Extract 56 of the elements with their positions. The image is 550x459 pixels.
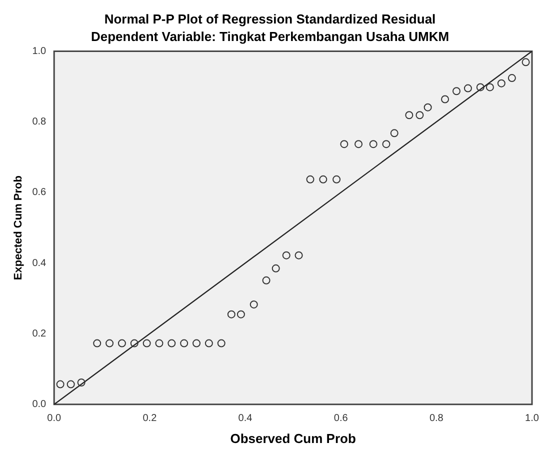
point xyxy=(294,251,303,260)
point xyxy=(319,175,328,184)
y-tick-label: 0.6 xyxy=(32,187,47,198)
point xyxy=(441,95,450,104)
y-tick-label: 1.0 xyxy=(32,46,47,57)
point xyxy=(250,300,258,308)
point xyxy=(204,339,213,348)
y-tick-label: 0.2 xyxy=(32,328,47,340)
point xyxy=(405,111,414,120)
point xyxy=(118,339,126,348)
point xyxy=(93,339,102,348)
point xyxy=(306,175,314,184)
point xyxy=(142,339,151,348)
y-tick-label: 0.0 xyxy=(32,399,47,410)
point xyxy=(56,380,64,388)
point xyxy=(416,111,424,120)
point xyxy=(180,339,188,348)
chart-subtitle: Dependent Variable: Tingkat Perkembangan Usaha UMKM xyxy=(90,28,450,44)
point xyxy=(155,339,164,348)
point xyxy=(464,84,472,92)
point xyxy=(66,380,75,388)
point xyxy=(486,83,494,92)
point xyxy=(340,140,348,148)
x-tick-label: 1.0 xyxy=(525,413,540,424)
point xyxy=(369,140,378,148)
x-tick-label: 0.6 xyxy=(334,413,348,424)
point xyxy=(282,251,290,260)
chart-title: Normal P-P Plot of Regression Standardized Residual xyxy=(104,11,436,26)
point xyxy=(236,310,245,318)
x-tick-label: 0.4 xyxy=(238,413,253,424)
x-tick-label: 0.2 xyxy=(142,413,158,424)
point xyxy=(522,58,530,66)
point xyxy=(508,74,516,82)
point xyxy=(476,83,484,92)
x-tick-label: 0.0 xyxy=(47,413,62,424)
point xyxy=(390,129,398,138)
point xyxy=(332,175,341,184)
point xyxy=(452,87,460,96)
x-tick-label: 0.8 xyxy=(429,413,444,424)
y-tick-label: 0.4 xyxy=(32,258,47,269)
point xyxy=(497,79,506,88)
point xyxy=(130,339,138,348)
point xyxy=(192,339,201,348)
y-axis-title: Expected Cum Prob xyxy=(12,175,25,280)
point xyxy=(217,339,226,348)
point xyxy=(106,339,114,348)
y-tick-label: 0.8 xyxy=(32,116,47,128)
point xyxy=(354,140,363,148)
point xyxy=(382,140,390,148)
point xyxy=(227,310,236,318)
point xyxy=(168,339,176,348)
point xyxy=(272,264,280,272)
point xyxy=(262,276,270,284)
point xyxy=(424,103,432,112)
point xyxy=(77,378,86,386)
x-axis-title: Observed Cum Prob xyxy=(230,430,356,446)
